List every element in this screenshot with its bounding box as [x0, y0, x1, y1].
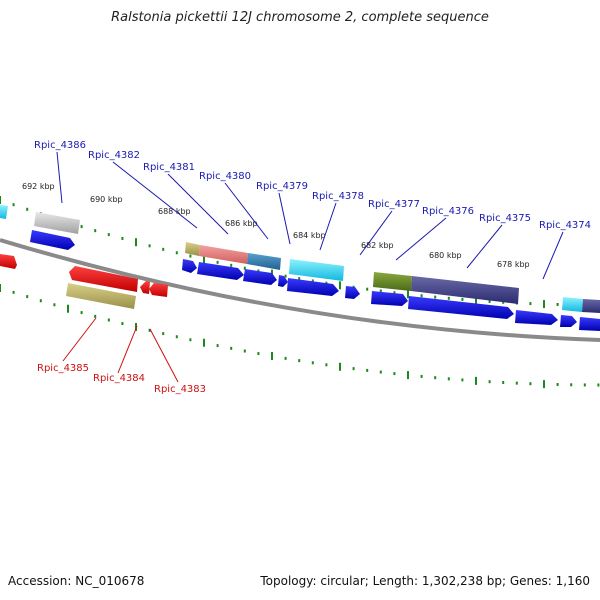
feature-blocks: [0, 205, 600, 313]
cds-arrow: [579, 317, 600, 331]
gene-label[interactable]: Rpic_4381: [143, 162, 195, 173]
accession-label: Accession: NC_010678: [8, 574, 145, 588]
gene-label[interactable]: Rpic_4378: [312, 191, 364, 202]
gene-label[interactable]: Rpic_4376: [422, 206, 474, 217]
genome-summary: Topology: circular; Length: 1,302,238 bp…: [260, 574, 590, 588]
gene-label[interactable]: Rpic_4375: [479, 213, 531, 224]
tick-label-692: 692 kbp: [22, 182, 55, 191]
cds-arrow: [287, 278, 339, 296]
leader-line: [224, 182, 269, 240]
cds-arrow: [371, 291, 408, 306]
forward-gene-labels: Rpic_4386 Rpic_4382 Rpic_4381 Rpic_4380 …: [34, 140, 591, 231]
cds-arrow-reverse: [0, 254, 17, 269]
feature-olive-reverse: [66, 283, 136, 309]
cds-arrow: [243, 269, 277, 285]
gene-label[interactable]: Rpic_4380: [199, 171, 251, 182]
cds-arrow: [278, 275, 288, 287]
cds-arrow: [182, 259, 197, 273]
reverse-cds: [0, 254, 168, 297]
inner-tick-row: [0, 284, 600, 389]
tick-label-688: 688 kbp: [158, 207, 191, 216]
cds-arrow-reverse: [69, 266, 138, 292]
leader-line: [117, 325, 138, 374]
leader-line: [112, 161, 198, 229]
feature-grey: [34, 212, 80, 234]
feature-green: [373, 272, 412, 291]
leader-line: [149, 328, 179, 383]
tick-label-690: 690 kbp: [90, 195, 123, 204]
forward-leader-lines: [56, 151, 564, 280]
cds-arrow: [560, 315, 577, 327]
gene-label[interactable]: Rpic_4374: [539, 220, 591, 231]
gene-label[interactable]: Rpic_4386: [34, 140, 86, 151]
tick-label-682: 682 kbp: [361, 241, 394, 250]
cds-arrow: [515, 310, 558, 325]
reverse-leader-lines: [62, 317, 179, 383]
cds-arrow-reverse: [149, 283, 168, 297]
feature-navy: [411, 276, 519, 304]
gene-label[interactable]: Rpic_4377: [368, 199, 420, 210]
leader-line: [359, 210, 393, 256]
tick-label-678: 678 kbp: [497, 260, 530, 269]
gene-label[interactable]: Rpic_4382: [88, 150, 140, 161]
tick-label-686: 686 kbp: [225, 219, 258, 228]
tick-label-680: 680 kbp: [429, 251, 462, 260]
leader-line: [395, 217, 447, 261]
cds-arrow: [408, 296, 514, 319]
cds-arrow: [30, 230, 75, 250]
feature-steel: [247, 253, 281, 270]
leader-line: [466, 224, 503, 269]
leader-line: [56, 151, 63, 204]
cds-arrow: [345, 286, 360, 299]
gene-label-reverse[interactable]: Rpic_4385: [37, 363, 89, 374]
tick-labels: 692 kbp 690 kbp 688 kbp 686 kbp 684 kbp …: [22, 182, 530, 269]
feature-pink: [199, 245, 248, 264]
cds-arrow-reverse: [140, 281, 150, 294]
feature-navy-right: [582, 299, 600, 313]
forward-cds: [30, 230, 600, 331]
leader-line: [167, 173, 229, 235]
feature-olive-small: [185, 242, 200, 256]
leader-line: [278, 192, 291, 245]
cds-arrow: [197, 262, 244, 280]
reverse-gene-labels: Rpic_4385 Rpic_4384 Rpic_4383: [37, 363, 206, 395]
leader-line: [319, 202, 337, 251]
leader-line: [542, 231, 564, 280]
feature-cyan-right: [562, 297, 583, 312]
chromosome-backbone: [0, 238, 600, 342]
tick-label-684: 684 kbp: [293, 231, 326, 240]
leader-line: [62, 317, 97, 362]
feature-cyan-left: [0, 205, 8, 219]
feature-cyan-mid: [289, 259, 344, 281]
gene-label-reverse[interactable]: Rpic_4384: [93, 373, 145, 384]
gene-label[interactable]: Rpic_4379: [256, 181, 308, 192]
map-title: Ralstonia pickettii 12J chromosome 2, co…: [111, 10, 489, 25]
gene-label-reverse[interactable]: Rpic_4383: [154, 384, 206, 395]
